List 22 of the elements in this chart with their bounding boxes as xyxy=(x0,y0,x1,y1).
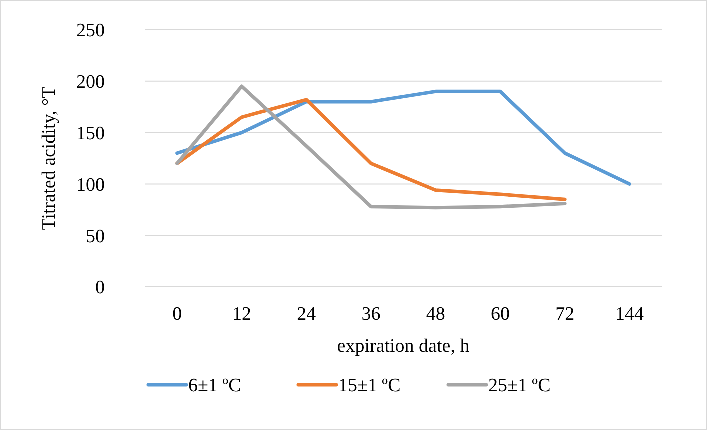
y-tick-label: 200 xyxy=(76,72,105,94)
y-tick-label: 150 xyxy=(76,123,105,144)
x-tick-label: 0 xyxy=(172,304,182,325)
x-tick-label: 24 xyxy=(297,304,317,325)
x-tick-label: 48 xyxy=(426,304,446,325)
y-tick-label: 100 xyxy=(76,174,105,196)
y-tick-label: 250 xyxy=(76,20,105,42)
x-tick-label: 144 xyxy=(615,304,644,325)
y-tick-label: 50 xyxy=(86,226,105,248)
y-tick-label: 0 xyxy=(96,278,105,299)
line-series xyxy=(176,90,632,186)
line-series xyxy=(176,98,567,202)
x-tick-label: 12 xyxy=(232,304,252,325)
x-tick-label: 60 xyxy=(490,304,510,325)
y-axis-title: Titrated acidity, °T xyxy=(39,86,60,230)
line-series xyxy=(176,84,567,210)
x-tick-label: 72 xyxy=(556,304,575,325)
legend-label: 6±1 ºC xyxy=(188,376,242,397)
x-axis-title: expiration date, h xyxy=(337,336,470,357)
legend-label: 25±1 ºC xyxy=(488,376,551,397)
x-tick-label: 36 xyxy=(362,304,381,325)
legend-label: 15±1 ºC xyxy=(338,376,401,397)
